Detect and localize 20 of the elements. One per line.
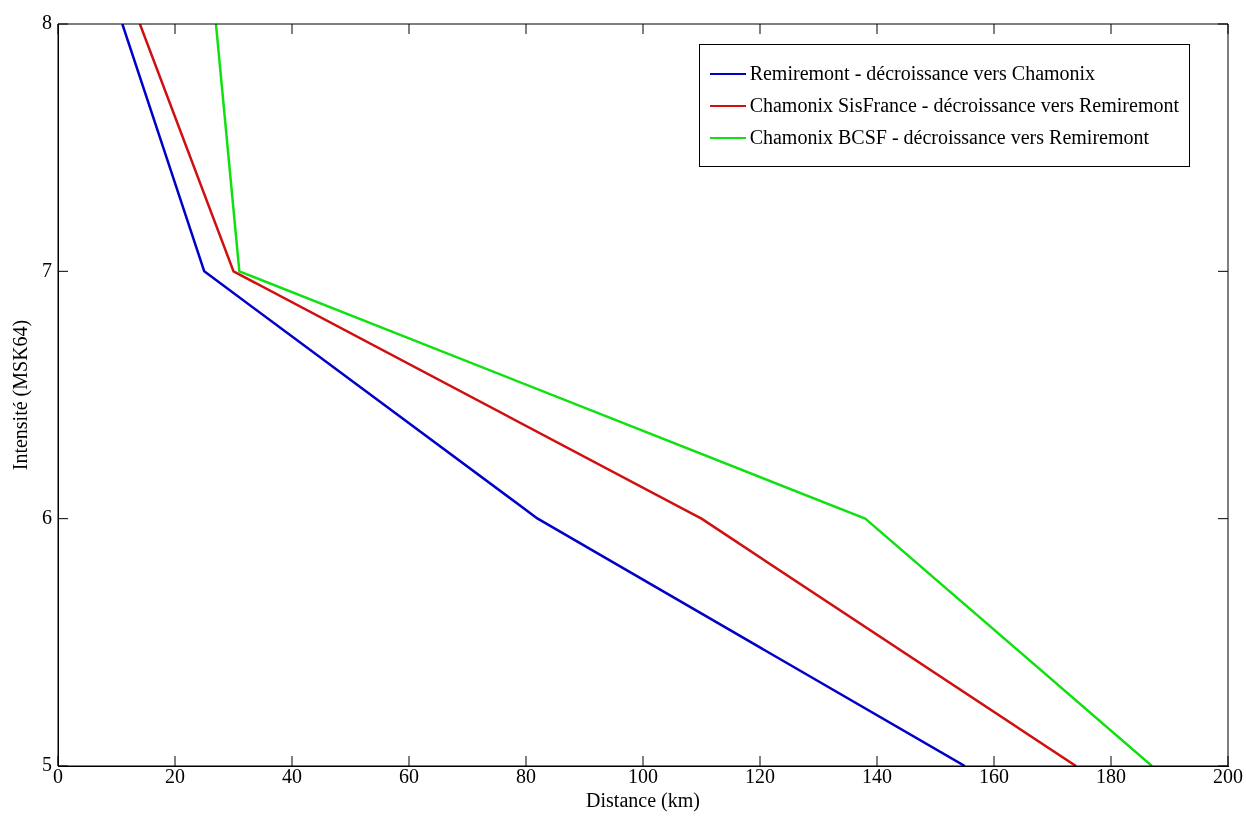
y-tick-label: 7 bbox=[42, 258, 52, 281]
x-axis-title: Distance (km) bbox=[586, 789, 700, 813]
legend-label: Chamonix BCSF - décroissance vers Remiremont bbox=[749, 126, 1150, 149]
x-tick-label: 180 bbox=[1096, 765, 1126, 788]
x-tick-label: 200 bbox=[1213, 765, 1243, 788]
x-tick-label: 140 bbox=[862, 765, 892, 788]
y-axis-title: Intensité (MSK64) bbox=[9, 319, 33, 471]
x-tick-label: 20 bbox=[165, 765, 185, 788]
y-tick-label: 8 bbox=[42, 11, 52, 34]
x-tick-label: 120 bbox=[745, 765, 775, 788]
x-tick-label: 60 bbox=[399, 765, 419, 788]
y-tick-label: 5 bbox=[42, 753, 52, 776]
x-tick-label: 100 bbox=[628, 765, 658, 788]
x-tick-label: 40 bbox=[282, 765, 302, 788]
legend-label: Chamonix SisFrance - décroissance vers Remiremont bbox=[749, 94, 1179, 117]
x-tick-label: 80 bbox=[516, 765, 536, 788]
x-tick-label: 0 bbox=[53, 765, 63, 788]
y-tick-label: 6 bbox=[42, 505, 52, 528]
legend-label: Remiremont - décroissance vers Chamonix bbox=[749, 62, 1096, 85]
x-tick-label: 160 bbox=[979, 765, 1009, 788]
